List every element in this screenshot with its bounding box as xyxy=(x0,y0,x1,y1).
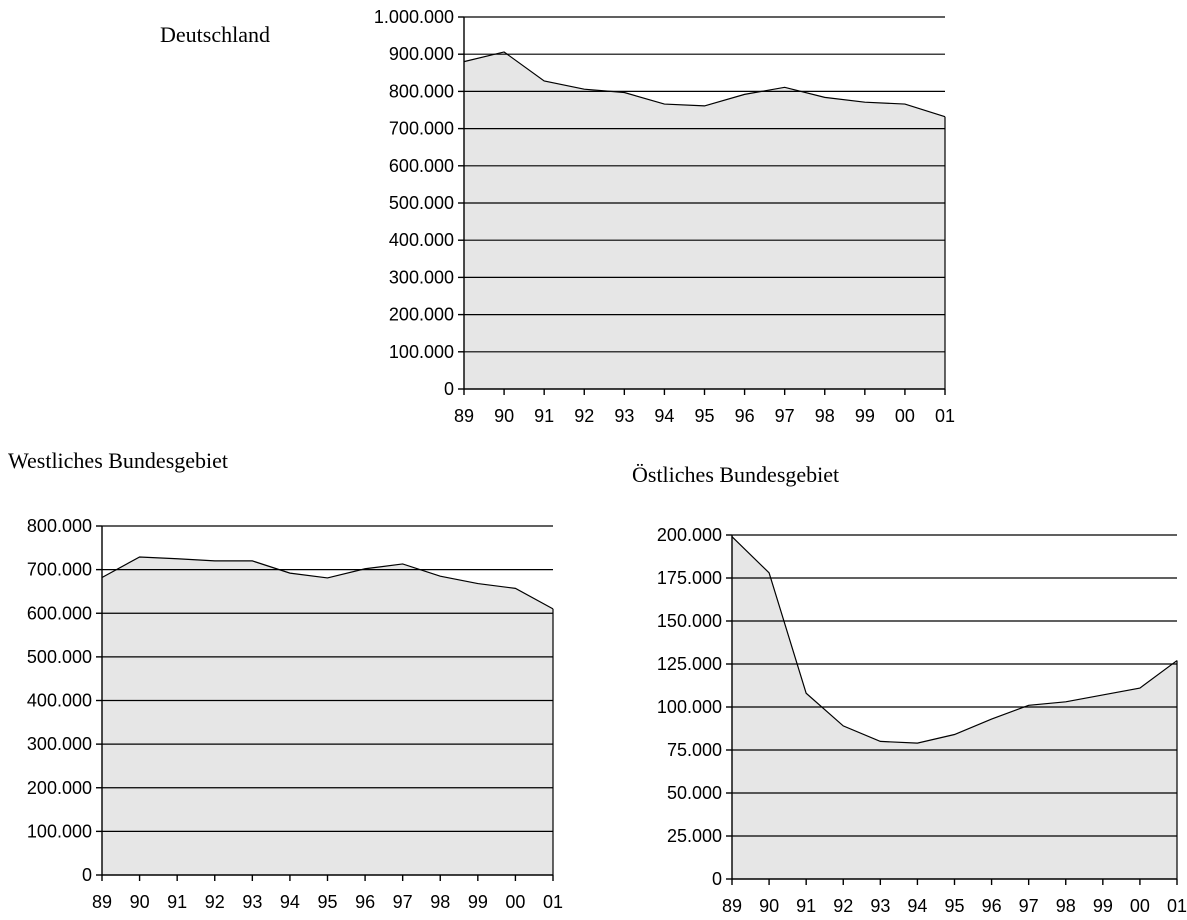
de-x-tick-label: 91 xyxy=(534,406,554,426)
east-x-tick-label: 91 xyxy=(796,896,816,916)
west-y-tick-label: 0 xyxy=(82,865,92,885)
east-series-line xyxy=(731,536,1178,744)
de-y-tick-label: 600.000 xyxy=(389,156,454,176)
de-area xyxy=(464,51,945,390)
west-x-tick-label: 97 xyxy=(393,892,413,912)
east-x-tick-label: 90 xyxy=(759,896,779,916)
west-area xyxy=(102,556,553,875)
de-y-tick-label: 300.000 xyxy=(389,267,454,287)
west-x-tick-label: 94 xyxy=(280,892,300,912)
west-y-tick-label: 300.000 xyxy=(27,734,92,754)
west-x-tick-label: 89 xyxy=(92,892,112,912)
de-y-tick-label: 400.000 xyxy=(389,230,454,250)
de-y-tick-label: 100.000 xyxy=(389,342,454,362)
de-x-tick-label: 96 xyxy=(735,406,755,426)
west-y-tick-label: 700.000 xyxy=(27,560,92,580)
east-y-tick-label: 75.000 xyxy=(667,740,722,760)
de-x-tick-label: 93 xyxy=(614,406,634,426)
west-y-tick-label: 400.000 xyxy=(27,691,92,711)
chart-title-west: Westliches Bundesgebiet xyxy=(8,448,229,473)
east-y-tick-label: 25.000 xyxy=(667,826,722,846)
east-area xyxy=(732,536,1177,879)
de-y-tick-label: 0 xyxy=(444,379,454,399)
east-x-tick-label: 96 xyxy=(982,896,1002,916)
de-y-tick-label: 700.000 xyxy=(389,119,454,139)
east-x-tick-label: 92 xyxy=(833,896,853,916)
west-x-tick-label: 00 xyxy=(505,892,525,912)
de-x-tick-label: 94 xyxy=(654,406,674,426)
west-y-tick-label: 100.000 xyxy=(27,821,92,841)
chart-title-deutschland: Deutschland xyxy=(160,22,270,47)
west-x-tick-label: 90 xyxy=(130,892,150,912)
de-x-tick-label: 98 xyxy=(815,406,835,426)
west-x-tick-label: 01 xyxy=(543,892,563,912)
east-y-tick-label: 50.000 xyxy=(667,783,722,803)
west-x-tick-label: 93 xyxy=(242,892,262,912)
west-x-tick-label: 91 xyxy=(167,892,187,912)
east-y-tick-label: 125.000 xyxy=(657,654,722,674)
west-y-tick-label: 200.000 xyxy=(27,778,92,798)
de-x-tick-label: 99 xyxy=(855,406,875,426)
de-x-tick-label: 97 xyxy=(775,406,795,426)
east-y-tick-label: 175.000 xyxy=(657,568,722,588)
east-x-tick-label: 97 xyxy=(1019,896,1039,916)
east-x-tick-label: 01 xyxy=(1167,896,1187,916)
east-y-tick-label: 150.000 xyxy=(657,611,722,631)
east-y-tick-label: 100.000 xyxy=(657,697,722,717)
west-x-tick-label: 98 xyxy=(430,892,450,912)
west-x-tick-label: 96 xyxy=(355,892,375,912)
west-x-tick-label: 95 xyxy=(317,892,337,912)
de-y-tick-label: 200.000 xyxy=(389,305,454,325)
east-x-tick-label: 98 xyxy=(1056,896,1076,916)
chart-title-east: Östliches Bundesgebiet xyxy=(632,462,840,487)
west-y-tick-label: 600.000 xyxy=(27,603,92,623)
east-x-tick-label: 94 xyxy=(907,896,927,916)
west-x-tick-label: 92 xyxy=(205,892,225,912)
de-x-tick-label: 89 xyxy=(454,406,474,426)
de-x-tick-label: 01 xyxy=(935,406,955,426)
west-y-tick-label: 500.000 xyxy=(27,647,92,667)
de-series-line xyxy=(463,51,946,118)
east-x-tick-label: 99 xyxy=(1093,896,1113,916)
de-x-tick-label: 95 xyxy=(694,406,714,426)
east-y-tick-label: 200.000 xyxy=(657,525,722,545)
east-x-tick-label: 89 xyxy=(722,896,742,916)
east-y-tick-label: 0 xyxy=(712,869,722,889)
de-x-tick-label: 90 xyxy=(494,406,514,426)
de-x-tick-label: 00 xyxy=(895,406,915,426)
de-y-tick-label: 900.000 xyxy=(389,44,454,64)
de-x-tick-label: 92 xyxy=(574,406,594,426)
west-y-tick-label: 800.000 xyxy=(27,516,92,536)
west-x-tick-label: 99 xyxy=(468,892,488,912)
de-y-tick-label: 500.000 xyxy=(389,193,454,213)
east-x-tick-label: 00 xyxy=(1130,896,1150,916)
de-y-tick-label: 800.000 xyxy=(389,81,454,101)
east-x-tick-label: 95 xyxy=(944,896,964,916)
west-series-line xyxy=(101,556,554,610)
de-y-tick-label: 1.000.000 xyxy=(374,7,454,27)
east-x-tick-label: 93 xyxy=(870,896,890,916)
